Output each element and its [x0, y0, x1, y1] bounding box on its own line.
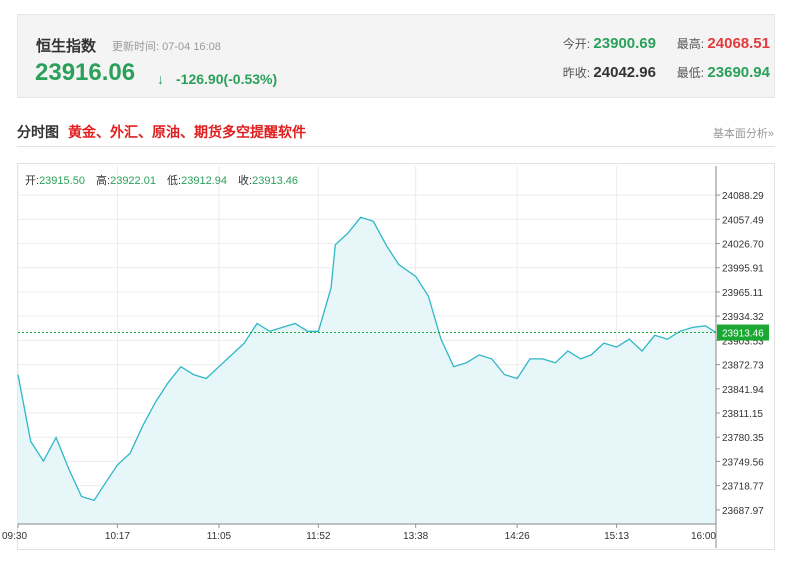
promo-link[interactable]: 黄金、外汇、原油、期货多空提醒软件 — [68, 124, 306, 140]
high-stat: 最高: 24068.51 — [676, 35, 770, 52]
section-divider — [17, 146, 775, 147]
y-tick-label: 23687.97 — [722, 506, 764, 517]
prev-close-stat: 昨收: 24042.96 — [562, 64, 656, 81]
x-tick-label: 09:30 — [2, 531, 27, 542]
ohlc-low: 23912.94 — [181, 175, 227, 187]
fundamental-analysis-link[interactable]: 基本面分析» — [712, 128, 774, 140]
y-tick-label: 24026.70 — [722, 240, 764, 251]
quote-panel: 恒生指数 更新时间: 07-04 16:08 23916.06 ↓ -126.9… — [17, 14, 775, 98]
index-name: 恒生指数 — [36, 38, 97, 55]
x-tick-label: 15:13 — [604, 531, 629, 542]
x-tick-label: 14:26 — [505, 531, 530, 542]
y-tick-label: 23903.53 — [722, 336, 764, 347]
y-tick-label: 23811.15 — [722, 409, 763, 420]
update-time: 更新时间: 07-04 16:08 — [112, 41, 221, 53]
current-price: 23916.06 — [35, 59, 136, 86]
open-stat: 今开: 23900.69 — [562, 35, 656, 52]
section-title: 分时图 — [17, 124, 59, 140]
y-tick-label: 23780.35 — [722, 433, 764, 444]
current-price-badge — [717, 324, 769, 341]
x-tick-label: 11:05 — [207, 531, 232, 542]
down-arrow-icon: ↓ — [157, 71, 164, 87]
current-price-label: 23913.46 — [722, 329, 764, 340]
y-tick-label: 23934.32 — [722, 312, 764, 323]
y-tick-label: 23718.77 — [722, 482, 764, 493]
price-area — [18, 217, 716, 525]
x-tick-label: 10:17 — [105, 531, 130, 542]
y-tick-label: 23749.56 — [722, 457, 764, 468]
ohlc-open: 23915.50 — [39, 175, 85, 187]
x-tick-label: 16:00 — [691, 531, 716, 542]
ohlc-readout: 开:23915.50 高:23922.01 低:23912.94 收:23913… — [25, 175, 298, 187]
y-tick-label: 23872.73 — [722, 361, 764, 372]
chart-axes: 24088.29 24057.49 24026.70 23995.91 23965.11… — [2, 166, 769, 548]
price-line — [17, 216, 717, 502]
price-change: -126.90(-0.53%) — [176, 71, 278, 87]
ohlc-high: 23922.01 — [110, 175, 156, 187]
y-tick-label: 23995.91 — [722, 264, 764, 275]
y-tick-label: 24057.49 — [722, 215, 764, 226]
ohlc-close: 23913.46 — [252, 175, 298, 187]
low-stat: 最低: 23690.94 — [676, 64, 770, 81]
y-tick-label: 23841.94 — [722, 385, 764, 396]
y-tick-label: 24088.29 — [722, 191, 764, 202]
x-tick-label: 11:52 — [306, 531, 331, 542]
y-tick-label: 23965.11 — [722, 288, 763, 299]
x-tick-label: 13:38 — [403, 531, 428, 542]
